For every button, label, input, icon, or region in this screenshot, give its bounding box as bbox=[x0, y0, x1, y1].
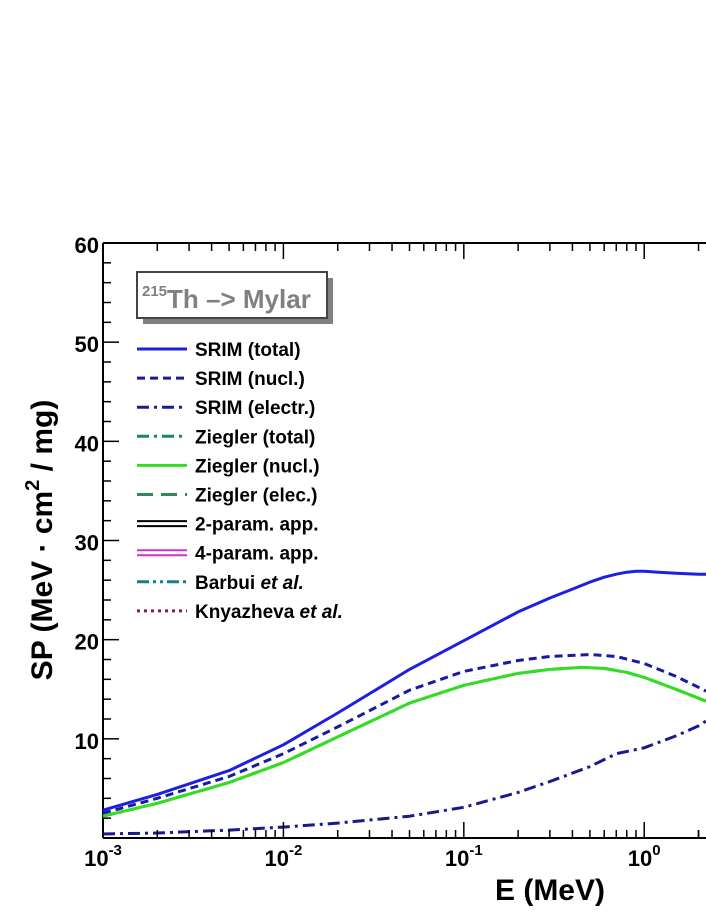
legend-label: Ziegler (elec.) bbox=[195, 486, 318, 507]
x-tick-label: 100 bbox=[628, 842, 661, 871]
legend: SRIM (total) SRIM (nucl.) SRIM (electr.) Zi… bbox=[137, 340, 343, 623]
y-tick-label: 40 bbox=[75, 431, 99, 456]
x-axis-label: E (MeV) bbox=[495, 874, 605, 907]
x-tick-label: 10-1 bbox=[445, 842, 483, 871]
legend-label: SRIM (electr.) bbox=[195, 398, 315, 419]
y-tick-label: 30 bbox=[75, 531, 99, 556]
x-tick-label: 10-3 bbox=[84, 842, 122, 871]
legend-label: SRIM (nucl.) bbox=[195, 369, 305, 390]
y-tick-label: 20 bbox=[75, 630, 99, 655]
y-tick-label: 10 bbox=[75, 729, 99, 754]
y-tick-label: 50 bbox=[75, 332, 99, 357]
x-tick-label: 10-2 bbox=[264, 842, 302, 871]
series-curve-1 bbox=[102, 653, 706, 815]
legend-label: Ziegler (nucl.) bbox=[195, 456, 320, 477]
series-curve-2 bbox=[102, 719, 706, 836]
annotation-box: 215Th –> Mylar bbox=[136, 271, 333, 324]
legend-label: 4-param. app. bbox=[195, 544, 319, 565]
curves bbox=[102, 569, 706, 836]
plot-frame bbox=[102, 242, 706, 839]
annotation-text: 215Th –> Mylar bbox=[142, 283, 311, 314]
legend-label: SRIM (total) bbox=[195, 340, 301, 361]
series-curve-4 bbox=[102, 665, 706, 818]
legend-label: 2-param. app. bbox=[195, 515, 319, 536]
series-curve-0 bbox=[102, 569, 706, 812]
legend-label: Knyazheva et al. bbox=[195, 602, 343, 623]
legend-label: Barbui et al. bbox=[195, 573, 304, 594]
axes: 10 20 30 40 50 60 10-3 10-2 10-1 100 bbox=[75, 233, 700, 871]
y-tick-label: 60 bbox=[75, 233, 99, 258]
y-axis-label: SP (MeV · cm2 / mg) bbox=[22, 400, 59, 681]
legend-label: Ziegler (total) bbox=[195, 427, 315, 448]
annotation-frame bbox=[136, 271, 328, 319]
